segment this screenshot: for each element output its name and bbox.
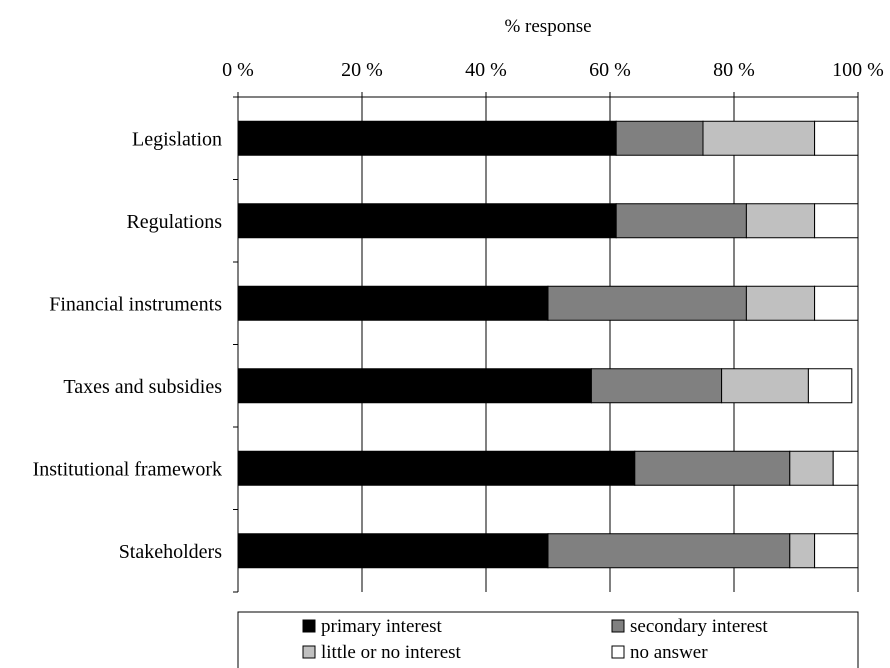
bar-segment — [590, 368, 723, 404]
category-label: Legislation — [132, 128, 222, 150]
bar-segment — [789, 533, 816, 569]
bar-segment — [615, 203, 747, 239]
x-tick-labels: 0 % 20 % 40 % 60 % 80 % 100 % — [222, 59, 884, 81]
bar-segment — [634, 450, 791, 486]
bar-segment — [814, 285, 859, 321]
category-labels: Legislation Regulations Financial instrume… — [33, 128, 223, 563]
category-label: Financial instruments — [49, 293, 222, 315]
legend-swatch — [611, 619, 625, 633]
legend-label: little or no interest — [321, 642, 462, 663]
axes — [233, 92, 859, 593]
bar-segment — [807, 368, 853, 404]
legend-swatch — [302, 619, 316, 633]
grid-lines — [361, 97, 859, 592]
bar-segment — [237, 120, 617, 156]
bar-segment — [745, 203, 816, 239]
category-label: Regulations — [126, 211, 222, 233]
bar-segment — [702, 120, 816, 156]
x-tick-label: 0 % — [222, 59, 254, 81]
legend-label: secondary interest — [630, 616, 768, 637]
bar-segment — [814, 120, 859, 156]
legend-swatch — [302, 645, 316, 659]
bar-segment — [814, 533, 859, 569]
bar-segment — [237, 533, 549, 569]
bar-segment — [237, 450, 636, 486]
bar-segment — [237, 285, 549, 321]
bar-segment — [547, 533, 791, 569]
x-tick-label: 80 % — [713, 59, 755, 81]
x-tick-label: 40 % — [465, 59, 507, 81]
legend: primary interest secondary interest little… — [237, 611, 859, 668]
bar-segment — [745, 285, 816, 321]
x-tick-label: 100 % — [832, 59, 884, 81]
bar-segment — [789, 450, 834, 486]
bar-segment — [547, 285, 747, 321]
x-tick-label: 60 % — [589, 59, 631, 81]
bar-segment — [237, 368, 592, 404]
legend-swatch — [611, 645, 625, 659]
category-label: Stakeholders — [119, 541, 223, 563]
legend-label: primary interest — [321, 616, 443, 637]
bars — [237, 120, 859, 569]
bar-segment — [832, 450, 859, 486]
category-label: Taxes and subsidies — [63, 376, 222, 398]
legend-box — [237, 611, 859, 668]
legend-label: no answer — [630, 642, 708, 663]
category-label: Institutional framework — [33, 458, 222, 480]
bar-segment — [814, 203, 859, 239]
x-tick-label: 20 % — [341, 59, 383, 81]
bar-segment — [615, 120, 704, 156]
bar-segment — [721, 368, 809, 404]
x-axis-title: % response — [504, 16, 591, 37]
bar-segment — [237, 203, 617, 239]
